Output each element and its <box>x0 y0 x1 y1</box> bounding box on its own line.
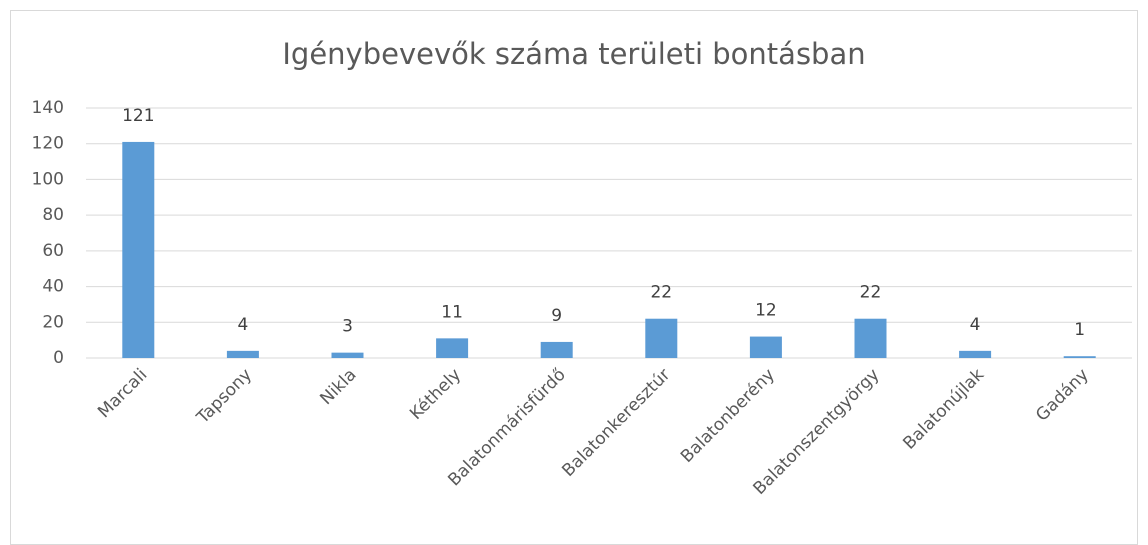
data-label: 12 <box>755 301 777 321</box>
bar <box>436 338 469 358</box>
y-tick-label: 20 <box>42 312 64 332</box>
data-label: 121 <box>122 106 154 126</box>
bar <box>226 350 259 358</box>
chart-title: Igénybevevők száma területi bontásban <box>282 37 865 71</box>
bar <box>749 336 782 358</box>
data-label: 4 <box>970 315 981 335</box>
y-tick-label: 40 <box>42 277 64 297</box>
bar <box>959 350 992 358</box>
y-tick-label: 80 <box>42 205 64 225</box>
data-label: 9 <box>551 306 562 326</box>
chart-border <box>10 10 1138 545</box>
y-tick-label: 100 <box>32 169 64 189</box>
y-tick-label: 140 <box>32 98 64 118</box>
data-label: 1 <box>1074 320 1085 340</box>
y-tick-label: 60 <box>42 241 64 261</box>
bar <box>331 352 364 358</box>
data-label: 11 <box>441 302 463 322</box>
data-label: 3 <box>342 317 353 337</box>
bar <box>1063 356 1096 358</box>
bar <box>122 141 155 358</box>
bar <box>540 341 573 358</box>
data-label: 22 <box>860 283 882 303</box>
data-label: 22 <box>650 283 672 303</box>
y-tick-label: 0 <box>53 348 64 368</box>
bar <box>645 318 678 358</box>
data-label: 4 <box>237 315 248 335</box>
bar <box>854 318 887 358</box>
y-tick-label: 120 <box>32 134 64 154</box>
